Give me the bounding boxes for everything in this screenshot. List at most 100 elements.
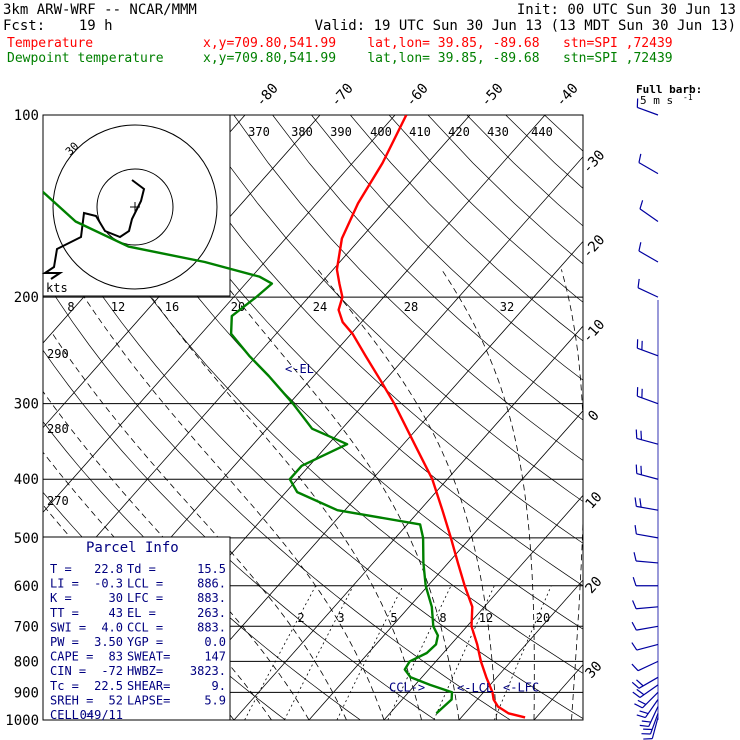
wind-barb-flag — [633, 552, 637, 562]
barb-legend-exponent: -1 — [683, 93, 693, 102]
wind-barb — [632, 684, 659, 699]
pressure-tick-label: 500 — [14, 531, 39, 547]
isotherm-label: -40 — [553, 81, 582, 111]
wind-barb — [637, 278, 659, 298]
wind-barb — [636, 699, 659, 719]
parcel-info-key: SWEAT= — [127, 650, 170, 664]
theta-label: 270 — [47, 494, 69, 508]
dewpoint-line — [43, 190, 454, 715]
wind-barb-flag — [632, 577, 637, 586]
level-annotation: <-LFC — [503, 680, 539, 694]
wind-barb — [636, 98, 659, 116]
parcel-info-key: CCL = — [127, 620, 163, 634]
isotherm-line — [43, 115, 396, 513]
theta-label: 440 — [531, 125, 553, 139]
isotherm-line — [43, 115, 321, 429]
parcel-info-key: CELL = — [50, 708, 93, 722]
wind-barb-flag — [634, 525, 637, 535]
parcel-info-value: 22.5 — [94, 679, 123, 693]
parcel-info-value: 886. — [197, 577, 226, 591]
parcel-info-value: 883. — [197, 620, 226, 634]
series-lines — [43, 115, 526, 719]
wind-barb-flag — [631, 642, 638, 651]
parcel-info-value: 883. — [197, 591, 226, 605]
parcel-info-key: EL = — [127, 606, 156, 620]
wind-barb — [639, 200, 659, 223]
legend-temperature-label: Temperature — [7, 36, 94, 51]
wind-barb-staff — [636, 472, 659, 480]
dry-adiabat-line — [116, 115, 583, 587]
theta-label: 400 — [370, 125, 392, 139]
mixing-ratio-line — [336, 585, 404, 720]
parcel-info-value: 0.0 — [204, 635, 226, 649]
forecast-hour: Fcst: 19 h — [3, 18, 113, 34]
wind-barb — [635, 429, 659, 445]
parcel-info-value: -72 — [101, 664, 123, 678]
wind-barb-flag — [634, 703, 643, 709]
parcel-info-key: Td = — [127, 562, 156, 576]
mixing-ratio-line — [494, 585, 552, 720]
valid-time: Valid: 19 UTC Sun 30 Jun 13 (13 MDT Sun … — [314, 18, 736, 34]
wind-barb-staff — [639, 208, 659, 223]
moist-adiabat-line — [131, 269, 422, 720]
parcel-info-value: 5.9 — [204, 693, 226, 707]
hodograph-tick-label: 16 — [165, 300, 179, 314]
legend-temperature-info: x,y=709.80,541.99 lat,lon= 39.85, -89.68… — [203, 36, 673, 51]
isotherm-label: -20 — [580, 232, 609, 262]
wind-barb-flag — [636, 688, 645, 696]
barb-legend-units: 5 m s — [640, 94, 673, 107]
wind-barb — [631, 621, 659, 631]
wind-barb — [634, 691, 659, 709]
wind-barb-staff — [636, 560, 659, 564]
parcel-info-key: YGP = — [127, 635, 163, 649]
theta-label: 370 — [248, 125, 270, 139]
wind-barb-flag — [639, 724, 649, 728]
dry-adiabat-line — [505, 115, 583, 189]
wind-barb-staff — [636, 505, 659, 511]
pressure-tick-label: 300 — [14, 397, 39, 413]
isotherm-label: 30 — [582, 658, 605, 681]
parcel-info-key: T = — [50, 562, 72, 576]
isotherm-line — [533, 664, 583, 720]
parcel-info-frame — [42, 536, 231, 721]
wind-barb — [636, 339, 659, 357]
hodograph-tick-label: 20 — [231, 300, 245, 314]
parcel-info-key: K = — [50, 591, 72, 605]
hodograph-units-label: kts — [46, 281, 68, 295]
legend-dewpoint-info: x,y=709.80,541.99 lat,lon= 39.85, -89.68… — [203, 51, 673, 66]
isotherm-line — [308, 410, 583, 720]
hodograph-tick-label: 8 — [67, 300, 74, 314]
theta-label: 420 — [448, 125, 470, 139]
wind-barb-flag — [631, 621, 637, 631]
isotherm-line — [458, 579, 583, 720]
wind-barb-staff — [636, 625, 659, 631]
wind-barb — [632, 577, 658, 587]
wind-barb-staff — [639, 684, 659, 699]
parcel-info-key: Tc = — [50, 679, 79, 693]
mixing-ratio-line — [433, 585, 495, 720]
wind-barbs: Full barb:5 m s -1 — [631, 83, 702, 740]
wind-barb-staff — [649, 713, 659, 735]
dry-adiabat-line — [272, 115, 583, 421]
level-annotation: <-LCL — [457, 681, 493, 695]
wind-barb-staff — [637, 106, 659, 116]
parcel-info-key: LAPSE= — [127, 693, 170, 707]
parcel-info-key: LI = — [50, 577, 79, 591]
dry-adiabat-line — [43, 349, 436, 720]
legend-dewpoint-label: Dewpoint temperature — [7, 51, 164, 66]
mixing-ratio-line — [244, 585, 317, 720]
mixing-ratio-label: 12 — [479, 611, 493, 625]
plot-border — [42, 114, 584, 721]
wind-barb-staff — [636, 437, 659, 445]
mixing-ratio-label: 3 — [337, 611, 344, 625]
parcel-info-value: 15.5 — [197, 562, 226, 576]
wind-barb-flag — [637, 278, 640, 288]
parcel-info-key: SWI = — [50, 620, 86, 634]
parcel-info-key: SREH = — [50, 693, 93, 707]
isotherm-line — [383, 494, 583, 720]
level-annotation: <-EL — [285, 362, 314, 376]
theta-label: 290 — [47, 347, 69, 361]
dry-adiabat-line — [350, 115, 583, 342]
mixing-ratio-label: 8 — [439, 611, 446, 625]
